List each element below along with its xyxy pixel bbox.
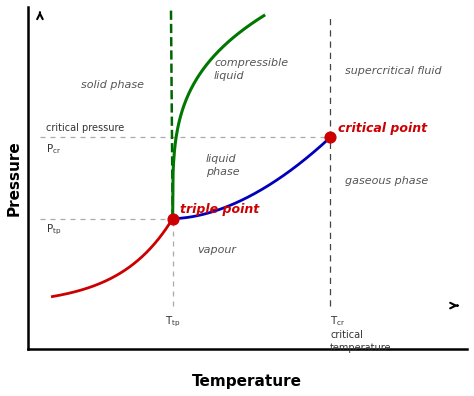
Text: critical
temperature: critical temperature [330, 330, 392, 352]
Text: gaseous phase: gaseous phase [345, 176, 428, 186]
Text: P$_{\mathrm{tp}}$: P$_{\mathrm{tp}}$ [46, 223, 62, 237]
Text: T$_{\mathrm{cr}}$: T$_{\mathrm{cr}}$ [330, 314, 346, 328]
Text: critical point: critical point [337, 122, 427, 135]
Text: T$_{\mathrm{tp}}$: T$_{\mathrm{tp}}$ [165, 314, 181, 329]
Text: supercritical fluid: supercritical fluid [345, 66, 441, 76]
Text: vapour: vapour [198, 246, 237, 255]
Text: solid phase: solid phase [82, 80, 145, 90]
Point [169, 215, 176, 222]
Text: critical pressure: critical pressure [46, 123, 124, 133]
Text: P$_{\mathrm{cr}}$: P$_{\mathrm{cr}}$ [46, 142, 62, 156]
Y-axis label: Pressure: Pressure [7, 140, 22, 216]
X-axis label: Temperature: Temperature [192, 374, 302, 389]
Point [327, 134, 334, 141]
Text: compressible
liquid: compressible liquid [214, 58, 288, 82]
Text: liquid
phase: liquid phase [206, 154, 239, 177]
Text: triple point: triple point [180, 203, 259, 216]
